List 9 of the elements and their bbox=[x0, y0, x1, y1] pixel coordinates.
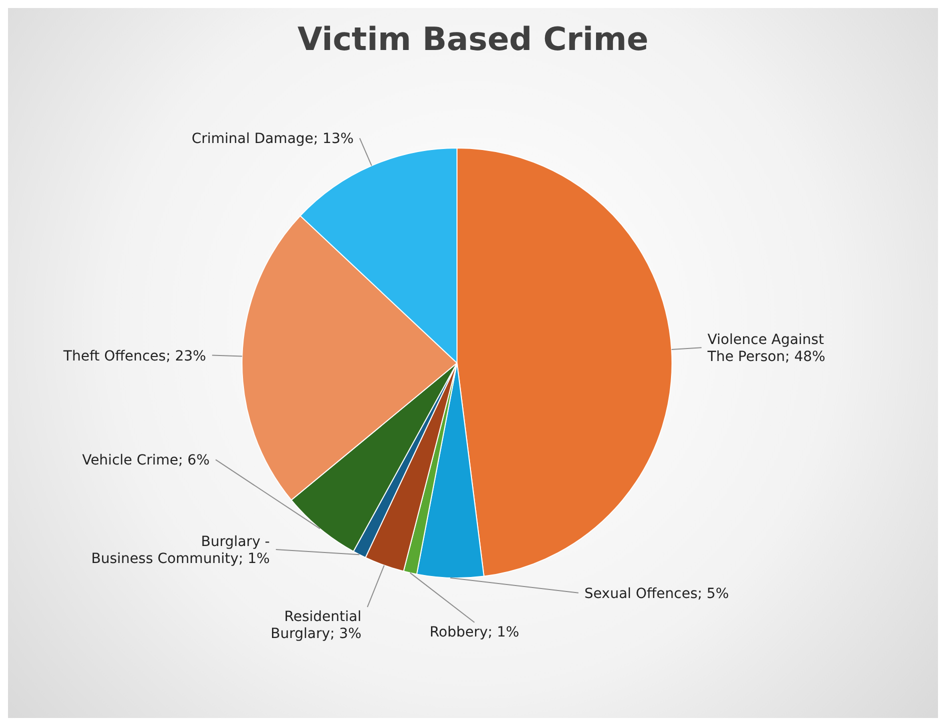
slice-label: Violence Against The Person; 48% bbox=[706, 332, 826, 366]
slice-label: Burglary - Business Community; 1% bbox=[91, 534, 270, 568]
slice-label: Criminal Damage; 13% bbox=[192, 131, 354, 148]
slice-label: Robbery; 1% bbox=[430, 624, 520, 640]
chart-title: Victim Based Crime bbox=[296, 20, 650, 58]
slice-label: Residential Burglary; 3% bbox=[270, 609, 362, 642]
slice-label: Sexual Offences; 5% bbox=[584, 586, 729, 602]
slice-label: Vehicle Crime; 6% bbox=[82, 452, 210, 469]
slice-label: Theft Offences; 23% bbox=[62, 348, 206, 364]
